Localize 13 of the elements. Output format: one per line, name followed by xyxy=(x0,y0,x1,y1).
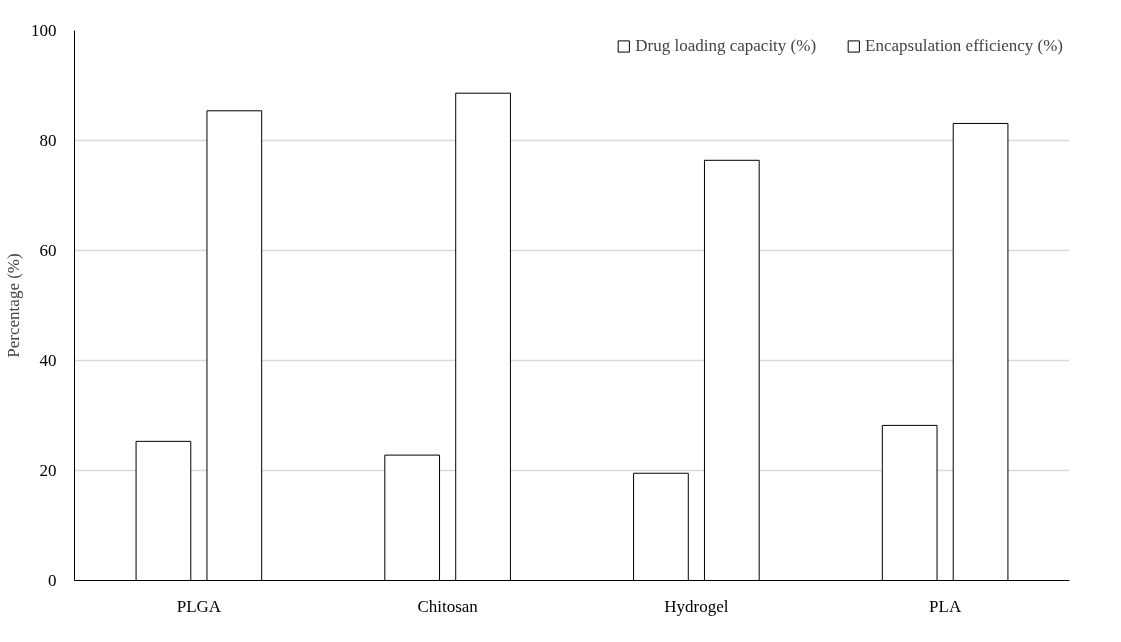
y-tick-label: 20 xyxy=(39,461,57,480)
x-tick-label: Chitosan xyxy=(417,596,479,616)
legend-label: Encapsulation efficiency (%) xyxy=(865,36,1063,56)
x-tick-label: Hydrogel xyxy=(664,596,729,616)
y-axis-title: Percentage (%) xyxy=(4,253,23,358)
legend-label: Drug loading capacity (%) xyxy=(635,36,817,56)
y-tick-label: 100 xyxy=(31,21,57,40)
y-tick-label: 80 xyxy=(39,131,57,150)
x-tick-label: PLGA xyxy=(176,596,222,616)
y-tick-label: 0 xyxy=(48,571,57,590)
y-tick-label: 40 xyxy=(39,351,57,370)
x-tick-label: PLA xyxy=(929,596,962,616)
y-tick-label: 60 xyxy=(39,241,57,260)
